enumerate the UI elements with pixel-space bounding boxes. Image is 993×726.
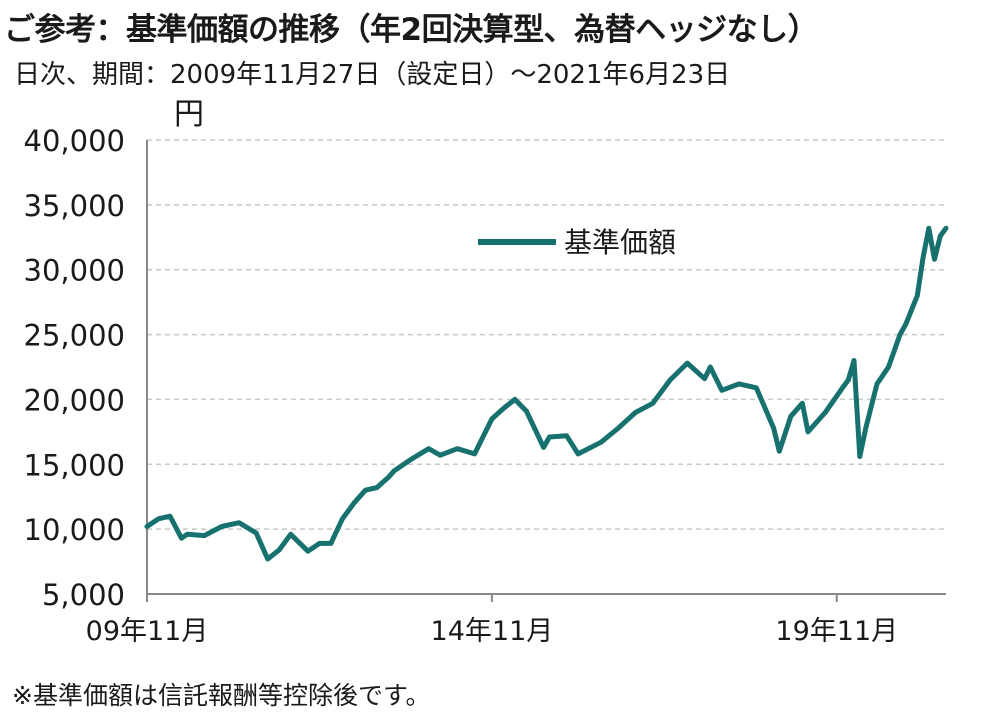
- y-tick-label: 15,000: [24, 448, 125, 482]
- y-tick-labels: 5,000 10,000 15,000 20,000 25,000 30,000 35,00…: [24, 124, 125, 612]
- x-tick-label: 14年11月: [431, 616, 554, 647]
- y-tick-label: 25,000: [24, 319, 125, 353]
- x-tick-labels: 09年11月 14年11月 19年11月: [86, 594, 898, 647]
- y-tick-label: 40,000: [24, 124, 125, 158]
- y-tick-label: 10,000: [24, 513, 125, 547]
- legend: 基準価額: [478, 226, 676, 259]
- gridlines: [147, 139, 946, 530]
- legend-label: 基準価額: [564, 226, 676, 259]
- axes: [146, 140, 946, 595]
- y-tick-label: 5,000: [42, 578, 125, 612]
- chart-title: ご参考：基準価額の推移（年2回決算型、為替ヘッジなし）: [4, 12, 819, 48]
- y-tick-label: 30,000: [24, 254, 125, 288]
- y-axis-unit-label: 円: [174, 97, 204, 132]
- x-tick-label: 09年11月: [86, 616, 209, 647]
- y-tick-label: 20,000: [24, 383, 125, 417]
- series-line: [144, 225, 949, 562]
- series-layer: [144, 225, 949, 562]
- x-tick-label: 19年11月: [775, 616, 898, 647]
- line-chart: 5,000 10,000 15,000 20,000 25,000 30,000 35,00…: [24, 97, 949, 647]
- y-tick-label: 35,000: [24, 189, 125, 223]
- footnote: ※基準価額は信託報酬等控除後です。: [12, 681, 431, 710]
- chart-subtitle: 日次、期間：2009年11月27日（設定日）〜2021年6月23日: [14, 60, 731, 90]
